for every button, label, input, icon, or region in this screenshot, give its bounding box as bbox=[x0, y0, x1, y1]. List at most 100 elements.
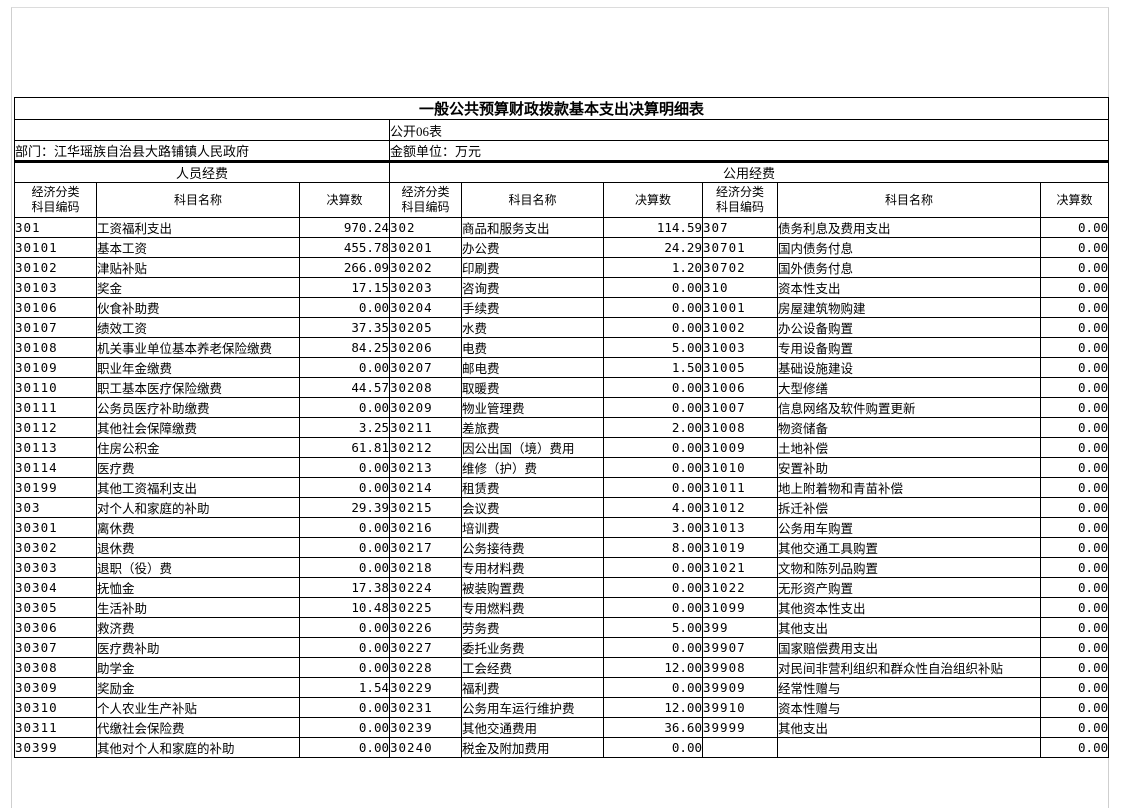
subject-name-cell: 基础设施建设 bbox=[777, 357, 1041, 378]
subject-name-cell: 专用设备购置 bbox=[777, 337, 1041, 358]
subject-name-cell: 奖励金 bbox=[96, 677, 300, 698]
code-cell: 30207 bbox=[389, 357, 462, 378]
value-cell: 0.00 bbox=[1039, 517, 1110, 538]
code-cell: 31012 bbox=[702, 497, 778, 518]
value-cell: 0.00 bbox=[1039, 557, 1110, 578]
unit-label: 金额单位：万元 bbox=[388, 140, 1110, 163]
code-cell: 30218 bbox=[389, 557, 462, 578]
code-cell: 30101 bbox=[14, 237, 97, 258]
meta-row-2: 部门：江华瑶族自治县大路铺镇人民政府 金额单位：万元 bbox=[14, 140, 1110, 163]
code-cell: 30110 bbox=[14, 377, 97, 398]
value-cell: 0.00 bbox=[299, 457, 390, 478]
subject-name-cell: 职业年金缴费 bbox=[96, 357, 300, 378]
table-number: 公开06表 bbox=[388, 119, 1110, 141]
value-cell: 0.00 bbox=[299, 637, 390, 658]
code-cell: 31007 bbox=[702, 397, 778, 418]
subject-name-cell: 工会经费 bbox=[461, 657, 604, 678]
subject-name-cell: 办公费 bbox=[461, 237, 604, 258]
code-cell: 31010 bbox=[702, 457, 778, 478]
subject-name-cell: 邮电费 bbox=[461, 357, 604, 378]
value-cell: 0.00 bbox=[1039, 337, 1110, 358]
subject-name-cell: 拆迁补偿 bbox=[777, 497, 1041, 518]
code-cell: 31011 bbox=[702, 477, 778, 498]
code-cell: 31001 bbox=[702, 297, 778, 318]
value-cell: 0.00 bbox=[299, 657, 390, 678]
code-cell: 30302 bbox=[14, 537, 97, 558]
code-cell: 39907 bbox=[702, 637, 778, 658]
table-row: 30311 代缴社会保险费 0.00 30239 其他交通费用 36.60 39999 其他支… bbox=[14, 717, 1110, 738]
value-cell: 455.78 bbox=[299, 237, 390, 258]
value-cell: 0.00 bbox=[1039, 737, 1110, 758]
value-cell: 0.00 bbox=[1039, 657, 1110, 678]
value-cell: 37.35 bbox=[299, 317, 390, 338]
value-cell: 17.15 bbox=[299, 277, 390, 298]
subject-name-cell: 水费 bbox=[461, 317, 604, 338]
table-row: 30308 助学金 0.00 30228 工会经费 12.00 39908 对民间非营利组织和… bbox=[14, 657, 1110, 678]
code-cell: 39910 bbox=[702, 697, 778, 718]
code-cell: 301 bbox=[14, 217, 97, 238]
col-header-code: 经济分类 科目编码 bbox=[702, 182, 778, 218]
subject-name-cell: 手续费 bbox=[461, 297, 604, 318]
subject-name-cell: 房屋建筑物购建 bbox=[777, 297, 1041, 318]
subject-name-cell: 商品和服务支出 bbox=[461, 217, 604, 238]
subject-name-cell: 职工基本医疗保险缴费 bbox=[96, 377, 300, 398]
code-cell: 30109 bbox=[14, 357, 97, 378]
col-header-value: 决算数 bbox=[299, 182, 390, 218]
code-cell: 30102 bbox=[14, 257, 97, 278]
value-cell: 0.00 bbox=[299, 517, 390, 538]
subject-name-cell: 大型修缮 bbox=[777, 377, 1041, 398]
subject-name-cell: 离休费 bbox=[96, 517, 300, 538]
code-cell: 303 bbox=[14, 497, 97, 518]
code-cell: 39999 bbox=[702, 717, 778, 738]
code-cell bbox=[702, 737, 778, 758]
value-cell: 5.00 bbox=[603, 337, 703, 358]
value-cell: 0.00 bbox=[603, 317, 703, 338]
meta-row-1: 公开06表 bbox=[14, 119, 1110, 141]
value-cell: 0.00 bbox=[603, 597, 703, 618]
subject-name-cell: 国内债务付息 bbox=[777, 237, 1041, 258]
code-cell: 31002 bbox=[702, 317, 778, 338]
value-cell: 44.57 bbox=[299, 377, 390, 398]
value-cell: 0.00 bbox=[603, 577, 703, 598]
table-row: 301 工资福利支出 970.24 302 商品和服务支出 114.59 307 债务利息及费… bbox=[14, 217, 1110, 238]
value-cell: 4.00 bbox=[603, 497, 703, 518]
code-cell: 30216 bbox=[389, 517, 462, 538]
code-cell: 399 bbox=[702, 617, 778, 638]
table-row: 30114 医疗费 0.00 30213 维修（护）费 0.00 31010 安置补助 0.00 bbox=[14, 457, 1110, 478]
table-row: 30305 生活补助 10.48 30225 专用燃料费 0.00 31099 其他资本性支出… bbox=[14, 597, 1110, 618]
subject-name-cell: 专用材料费 bbox=[461, 557, 604, 578]
subject-name-cell: 债务利息及费用支出 bbox=[777, 217, 1041, 238]
table-row: 30309 奖励金 1.54 30229 福利费 0.00 39909 经常性赠与 0.00 bbox=[14, 677, 1110, 698]
table-row: 30306 救济费 0.00 30226 劳务费 5.00 399 其他支出 0.00 bbox=[14, 617, 1110, 638]
subject-name-cell: 物业管理费 bbox=[461, 397, 604, 418]
value-cell: 0.00 bbox=[299, 557, 390, 578]
subject-name-cell: 会议费 bbox=[461, 497, 604, 518]
value-cell: 0.00 bbox=[1039, 257, 1110, 278]
code-cell: 30217 bbox=[389, 537, 462, 558]
value-cell: 970.24 bbox=[299, 217, 390, 238]
value-cell: 0.00 bbox=[299, 477, 390, 498]
table-row: 30102 津贴补贴 266.09 30202 印刷费 1.20 30702 国外债务付息 0.… bbox=[14, 257, 1110, 278]
subject-name-cell: 劳务费 bbox=[461, 617, 604, 638]
value-cell: 1.20 bbox=[603, 257, 703, 278]
subject-name-cell: 取暖费 bbox=[461, 377, 604, 398]
col-header-code: 经济分类 科目编码 bbox=[14, 182, 97, 218]
code-cell: 30301 bbox=[14, 517, 97, 538]
code-cell: 30304 bbox=[14, 577, 97, 598]
subject-name-cell: 经常性赠与 bbox=[777, 677, 1041, 698]
subject-name-cell: 培训费 bbox=[461, 517, 604, 538]
code-cell: 30114 bbox=[14, 457, 97, 478]
table-row: 30310 个人农业生产补贴 0.00 30231 公务用车运行维护费 12.00 3991… bbox=[14, 697, 1110, 718]
subject-name-cell: 文物和陈列品购置 bbox=[777, 557, 1041, 578]
col-header-code-line2: 科目编码 bbox=[401, 200, 450, 214]
subject-name-cell: 抚恤金 bbox=[96, 577, 300, 598]
table-row: 30108 机关事业单位基本养老保险缴费 84.25 30206 电费 5.00 31003… bbox=[14, 337, 1110, 358]
section-personnel-funds: 人员经费 bbox=[14, 161, 390, 183]
col-header-value: 决算数 bbox=[1039, 182, 1110, 218]
code-cell: 31009 bbox=[702, 437, 778, 458]
code-cell: 30111 bbox=[14, 397, 97, 418]
subject-name-cell: 对个人和家庭的补助 bbox=[96, 497, 300, 518]
subject-name-cell: 办公设备购置 bbox=[777, 317, 1041, 338]
subject-name-cell: 其他交通费用 bbox=[461, 717, 604, 738]
value-cell: 0.00 bbox=[1039, 357, 1110, 378]
